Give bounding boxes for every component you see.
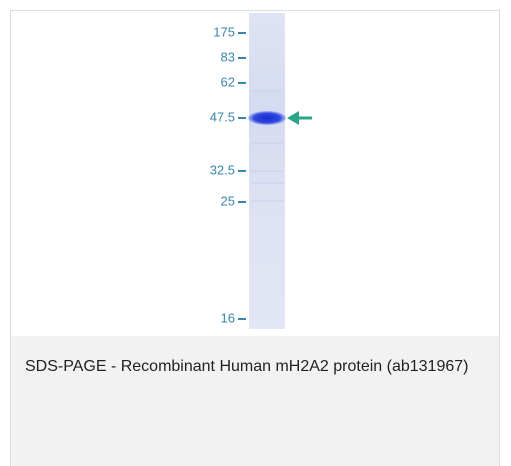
marker-label: 32.5 bbox=[210, 162, 235, 177]
marker-label: 25 bbox=[221, 193, 235, 208]
marker-label: 62 bbox=[221, 74, 235, 89]
marker-label: 83 bbox=[221, 49, 235, 64]
arrow bbox=[287, 111, 312, 125]
marker-label: 47.5 bbox=[210, 109, 235, 124]
figure: 175 83 62 47.5 32.5 25 16 SDS-PAGE - Recombina… bbox=[10, 10, 500, 466]
gel-image: 175 83 62 47.5 32.5 25 16 bbox=[11, 11, 499, 336]
marker-ladder: 175 83 62 47.5 32.5 25 16 bbox=[210, 24, 246, 325]
caption: SDS-PAGE - Recombinant Human mH2A2 prote… bbox=[11, 336, 499, 466]
protein-band bbox=[248, 111, 286, 125]
marker-label: 175 bbox=[213, 24, 235, 39]
marker-label: 16 bbox=[221, 310, 235, 325]
